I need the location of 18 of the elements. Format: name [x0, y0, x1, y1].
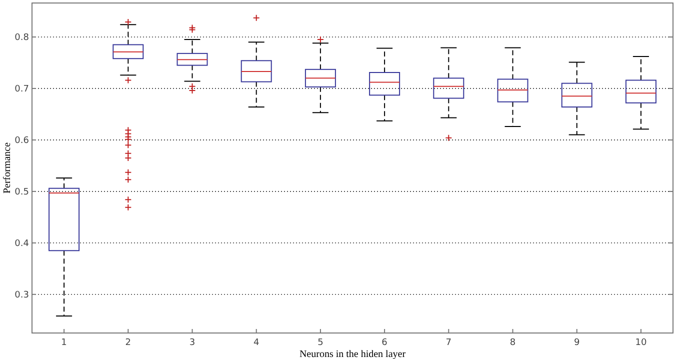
x-tick-label: 9 [574, 338, 580, 348]
x-tick-label: 4 [253, 338, 260, 348]
y-axis-title: Performance [2, 142, 13, 194]
x-tick-label: 5 [318, 338, 324, 348]
y-tick-label: 0.4 [14, 239, 30, 250]
x-tick-label: 10 [635, 338, 647, 348]
x-tick-label: 3 [189, 338, 196, 348]
x-tick-label: 8 [510, 338, 516, 348]
x-tick-label: 2 [125, 338, 132, 348]
x-tick-label: 7 [446, 338, 452, 348]
y-tick-label: 0.8 [14, 33, 30, 44]
y-tick-label: 0.3 [14, 290, 29, 301]
x-tick-label: 1 [61, 338, 67, 348]
x-tick-label: 6 [382, 338, 388, 348]
x-axis-title: Neurons in the hiden layer [299, 349, 406, 359]
y-tick-label: 0.6 [14, 136, 30, 146]
y-tick-label: 0.5 [14, 188, 29, 198]
y-tick-label: 0.7 [14, 84, 29, 95]
